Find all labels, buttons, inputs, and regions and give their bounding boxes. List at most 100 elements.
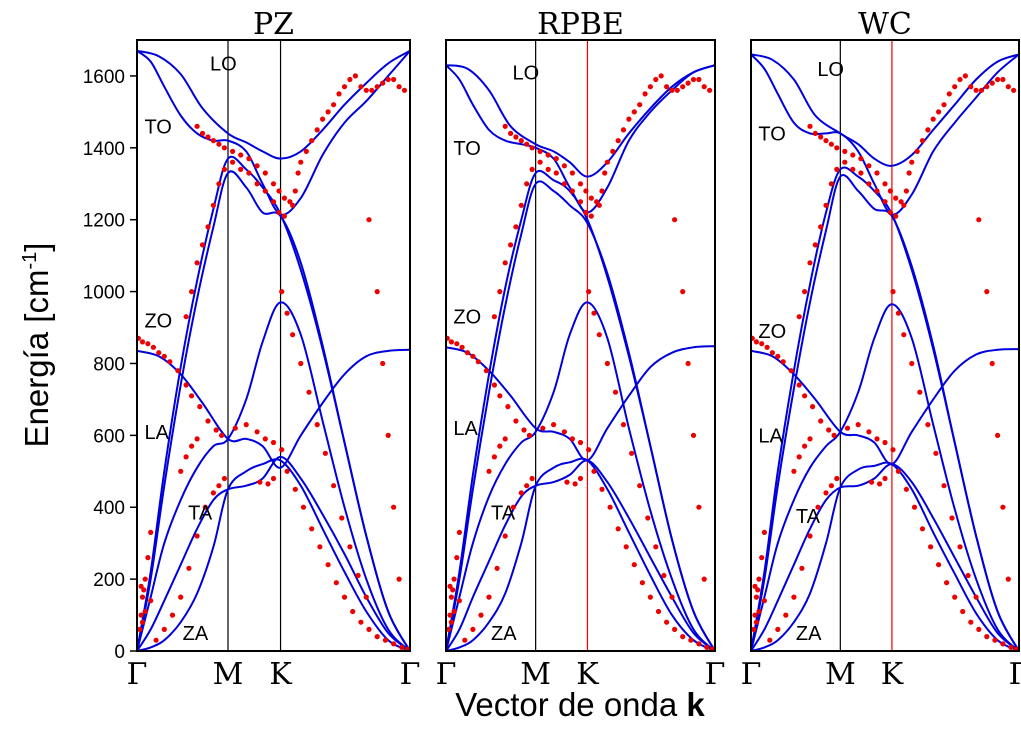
- experimental-point: [831, 432, 837, 438]
- experimental-point: [497, 443, 503, 449]
- experimental-point: [602, 170, 608, 176]
- experimental-point: [205, 134, 211, 140]
- experimental-point: [230, 148, 236, 154]
- experimental-point: [978, 87, 985, 93]
- experimental-point: [823, 490, 829, 496]
- theory-branch-to-mid: [137, 170, 410, 651]
- experimental-point: [448, 594, 454, 600]
- experimental-point: [276, 209, 282, 216]
- experimental-point: [153, 637, 159, 643]
- panel-frame: [136, 39, 411, 652]
- branch-label-ta: TA: [491, 503, 516, 525]
- experimental-point: [553, 156, 559, 162]
- experimental-point: [761, 598, 768, 604]
- theory-branch-ta: [751, 463, 1019, 651]
- panel-title: RPBE: [537, 7, 624, 42]
- experimental-point: [183, 454, 189, 460]
- experimental-point: [175, 368, 181, 374]
- experimental-point: [366, 626, 372, 633]
- experimental-point: [653, 544, 659, 550]
- experimental-point: [391, 641, 397, 647]
- experimental-point: [292, 188, 298, 194]
- experimental-point: [610, 148, 616, 154]
- experimental-point: [331, 483, 337, 489]
- experimental-point: [232, 425, 238, 431]
- x-axis-title-bold: k: [686, 686, 705, 723]
- experimental-point: [470, 626, 476, 633]
- experimental-point: [669, 594, 675, 600]
- experimental-point: [513, 224, 519, 230]
- experimental-point: [941, 102, 947, 108]
- experimental-point: [887, 209, 894, 216]
- experimental-point: [183, 314, 189, 320]
- experimental-point: [448, 619, 454, 625]
- experimental-point: [139, 339, 146, 345]
- experimental-point: [933, 450, 939, 456]
- experimental-point: [169, 612, 176, 618]
- experimental-point: [858, 156, 864, 162]
- experimental-point: [906, 170, 912, 176]
- experimental-point: [199, 242, 206, 248]
- experimental-point: [586, 447, 592, 453]
- branch-label-lo: LO: [210, 53, 237, 75]
- experimental-point: [588, 213, 594, 219]
- experimental-point: [553, 170, 559, 176]
- experimental-points: [446, 73, 715, 651]
- experimental-point: [818, 134, 824, 140]
- experimental-point: [216, 141, 222, 147]
- experimental-point: [680, 634, 686, 640]
- experimental-point: [385, 76, 391, 83]
- branch-label-lo: LO: [513, 62, 540, 84]
- panel-frame: [750, 39, 1020, 652]
- experimental-point: [322, 450, 328, 456]
- experimental-point: [270, 439, 277, 446]
- experimental-points: [137, 73, 410, 651]
- experimental-point: [653, 76, 659, 83]
- experimental-point: [265, 481, 271, 487]
- experimental-point: [262, 436, 268, 442]
- experimental-point: [874, 170, 880, 176]
- experimental-point: [459, 344, 465, 350]
- experimental-point: [450, 587, 456, 593]
- experimental-point: [834, 145, 840, 151]
- experimental-point: [391, 504, 397, 510]
- experimental-point: [306, 389, 312, 395]
- experimental-point: [828, 181, 835, 187]
- experimental-point: [751, 626, 757, 633]
- experimental-point: [752, 612, 758, 618]
- experimental-point: [478, 612, 484, 618]
- experimental-point: [454, 341, 460, 347]
- experimental-point: [331, 102, 337, 108]
- experimental-point: [858, 170, 864, 176]
- experimental-point: [178, 468, 184, 474]
- experimental-point: [561, 429, 568, 435]
- experimental-point: [753, 594, 760, 600]
- experimental-point: [752, 583, 758, 589]
- experimental-point: [145, 341, 151, 347]
- experimental-point: [688, 637, 694, 643]
- experimental-point: [446, 626, 452, 633]
- experimental-point: [197, 404, 203, 410]
- experimental-point: [707, 87, 713, 93]
- experimental-point: [358, 619, 364, 625]
- theory-branch-ta: [446, 459, 715, 651]
- experimental-point: [314, 422, 320, 428]
- experimental-point: [320, 116, 326, 122]
- experimental-point: [462, 637, 468, 643]
- experimental-point: [524, 141, 530, 147]
- experimental-point: [577, 475, 584, 482]
- experimental-point: [755, 587, 761, 593]
- experimental-point: [385, 432, 391, 438]
- experimental-point: [513, 418, 519, 424]
- experimental-point: [909, 360, 915, 367]
- experimental-point: [287, 199, 293, 205]
- experimental-point: [138, 612, 144, 618]
- experimental-point: [1005, 576, 1011, 582]
- panel-frame: [445, 39, 716, 652]
- experimental-point: [309, 138, 315, 144]
- theory-branch-lo: [446, 64, 715, 178]
- experimental-point: [607, 504, 613, 510]
- experimental-point: [882, 181, 888, 187]
- branch-label-ta: TA: [796, 506, 821, 528]
